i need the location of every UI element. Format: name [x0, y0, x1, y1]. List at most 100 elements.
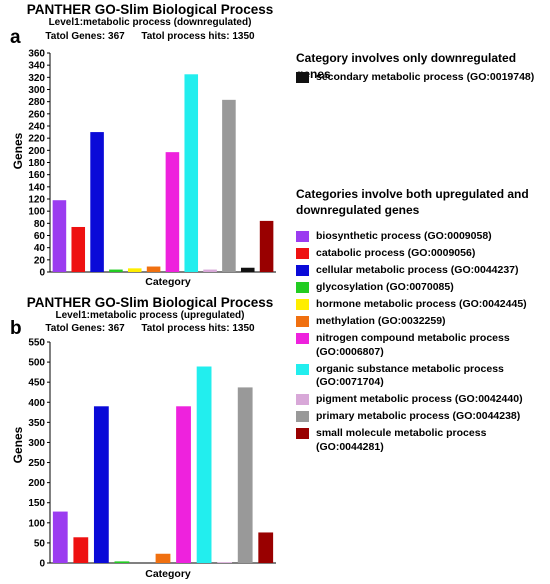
y-tick-label: 220: [28, 134, 45, 145]
chart-a: 0204060801001201401601802002202402602803…: [28, 49, 276, 279]
legend-item: primary metabolic process (GO:0044238): [296, 410, 550, 424]
legend-label: cellular metabolic process (GO:0044237): [316, 264, 519, 276]
y-tick-label: 300: [28, 438, 45, 449]
y-tick-label: 120: [28, 195, 45, 206]
y-tick-label: 500: [28, 358, 45, 369]
legend-swatch: [296, 72, 309, 83]
legend-label: primary metabolic process (GO:0044238): [316, 410, 521, 422]
chart-a-subtitle: Level1:metabolic process (downregulated): [48, 17, 252, 28]
panel-letter-a: a: [10, 27, 21, 48]
bar-pigment-metabolic-process: [217, 562, 233, 563]
chart-b-title: PANTHER GO-Slim Biological Process: [26, 295, 274, 310]
chart-a-title: PANTHER GO-Slim Biological Process: [26, 2, 274, 17]
y-tick-label: 40: [34, 243, 46, 254]
legend-item: biosynthetic process (GO:0009058): [296, 230, 550, 244]
legend-swatch: [296, 333, 309, 344]
legend-label: secondary metabolic process (GO:0019748): [316, 71, 535, 83]
legend-swatch: [296, 282, 309, 293]
y-tick-label: 180: [28, 158, 45, 169]
bar-secondary-metabolic-process: [240, 267, 255, 272]
legend-label: pigment metabolic process (GO:0042440): [316, 393, 523, 405]
bar-nitrogen-compound-metabolic-process: [165, 152, 180, 272]
bar-catabolic-process: [71, 226, 86, 272]
bar-glycosylation: [109, 269, 123, 272]
legend-swatch: [296, 411, 309, 422]
legend-label: methylation (GO:0032259): [316, 315, 446, 327]
legend-swatch: [296, 428, 309, 439]
chart-b-xlabel: Category: [145, 568, 191, 580]
y-tick-label: 160: [28, 170, 45, 181]
y-tick-label: 400: [28, 398, 45, 409]
y-tick-label: 240: [28, 122, 45, 133]
y-tick-label: 80: [34, 219, 46, 230]
bar-primary-metabolic-process: [237, 387, 253, 563]
bar-cellular-metabolic-process: [93, 406, 109, 563]
legend-both: biosynthetic process (GO:0009058) catabol…: [296, 230, 550, 458]
y-tick-label: 300: [28, 85, 45, 96]
y-tick-label: 100: [28, 518, 45, 529]
legend-label: catabolic process (GO:0009056): [316, 247, 476, 259]
bar-organic-substance-metabolic-process: [196, 366, 212, 563]
legend-only-down: secondary metabolic process (GO:0019748): [296, 71, 546, 88]
bar-catabolic-process: [73, 537, 89, 563]
y-tick-label: 60: [34, 231, 46, 242]
legend-swatch: [296, 394, 309, 405]
bar-pigment-metabolic-process: [203, 269, 217, 272]
legend-swatch: [296, 265, 309, 276]
legend-label: glycosylation (GO:0070085): [316, 281, 454, 293]
bar-biosynthetic-process: [52, 511, 68, 563]
legend-swatch: [296, 316, 309, 327]
bar-small-molecule-metabolic-process: [259, 220, 274, 272]
legend-item: nitrogen compound metabolic process (GO:…: [296, 332, 550, 359]
bar-primary-metabolic-process: [222, 99, 236, 272]
bar-cellular-metabolic-process: [90, 132, 104, 272]
chart-a-stats: Tatol Genes: 367 Tatol process hits: 135…: [45, 31, 255, 42]
y-tick-label: 260: [28, 109, 45, 120]
y-tick-label: 200: [28, 146, 45, 157]
bar-organic-substance-metabolic-process: [184, 74, 199, 273]
legend-label: small molecule metabolic process (GO:004…: [316, 427, 487, 453]
bar-methylation: [146, 266, 161, 272]
legend-label: hormone metabolic process (GO:0042445): [316, 298, 527, 310]
y-tick-label: 200: [28, 478, 45, 489]
legend-label: biosynthetic process (GO:0009058): [316, 230, 492, 242]
legend-label: nitrogen compound metabolic process (GO:…: [316, 332, 510, 358]
y-tick-label: 50: [34, 538, 46, 549]
y-tick-label: 150: [28, 498, 45, 509]
chart-b-stats: Tatol Genes: 367 Tatol process hits: 135…: [45, 323, 255, 334]
legend-item: cellular metabolic process (GO:0044237): [296, 264, 550, 278]
y-tick-label: 0: [39, 559, 45, 570]
chart-b-subtitle: Level1:metabolic process (upregulated): [55, 310, 245, 321]
y-tick-label: 250: [28, 458, 45, 469]
bar-glycosylation: [114, 561, 130, 563]
y-tick-label: 140: [28, 182, 45, 193]
y-tick-label: 550: [28, 338, 45, 349]
bar-nitrogen-compound-metabolic-process: [176, 406, 191, 563]
bar-small-molecule-metabolic-process: [258, 532, 274, 563]
legend-item: secondary metabolic process (GO:0019748): [296, 71, 546, 85]
legend-swatch: [296, 231, 309, 242]
legend-item: pigment metabolic process (GO:0042440): [296, 393, 550, 407]
bar-biosynthetic-process: [52, 200, 67, 272]
legend-swatch: [296, 363, 309, 375]
y-tick-label: 350: [28, 418, 45, 429]
y-tick-label: 320: [28, 73, 45, 84]
y-tick-label: 340: [28, 61, 45, 72]
bar-methylation: [155, 553, 171, 563]
legend-swatch: [296, 248, 309, 259]
legend-item: catabolic process (GO:0009056): [296, 247, 550, 261]
legend-item: hormone metabolic process (GO:0042445): [296, 298, 550, 312]
y-tick-label: 450: [28, 378, 45, 389]
chart-a-xlabel: Category: [145, 276, 191, 288]
legend-item: organic substance metabolic process (GO:…: [296, 363, 550, 390]
legend-item: methylation (GO:0032259): [296, 315, 550, 329]
y-tick-label: 360: [28, 49, 45, 60]
legend-swatch: [296, 299, 309, 310]
legend-item: glycosylation (GO:0070085): [296, 281, 550, 295]
legend-item: small molecule metabolic process (GO:004…: [296, 427, 550, 454]
bar-hormone-metabolic-process: [127, 268, 142, 272]
legend-label: organic substance metabolic process (GO:…: [316, 362, 504, 389]
chart-b: 0 50 100 150 200 250 300 350 400 450 500 550: [28, 338, 276, 570]
panel-letter-b: b: [10, 318, 22, 339]
y-tick-label: 20: [34, 255, 46, 266]
